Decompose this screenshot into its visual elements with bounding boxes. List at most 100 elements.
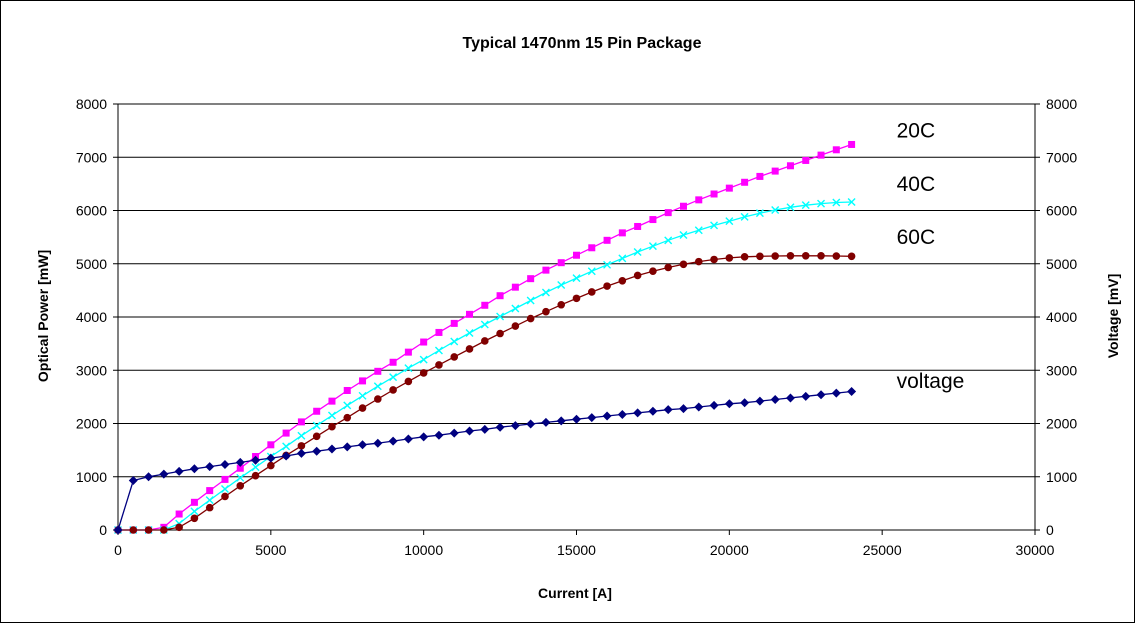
data-point-40C xyxy=(557,281,566,290)
data-point-40C xyxy=(648,242,657,251)
data-point-20C xyxy=(725,184,733,192)
data-point-40C xyxy=(511,304,520,313)
data-point-20C xyxy=(481,301,489,309)
data-point-60C xyxy=(618,276,627,285)
data-point-voltage xyxy=(526,419,536,429)
data-point-20C xyxy=(466,310,474,318)
data-point-20C xyxy=(588,244,596,252)
data-point-20C xyxy=(267,441,275,449)
data-point-voltage xyxy=(633,408,643,418)
y2-tick-label: 2000 xyxy=(1046,416,1077,432)
data-point-60C xyxy=(511,322,520,330)
data-point-20C xyxy=(664,209,672,217)
data-point-voltage xyxy=(113,525,123,535)
data-point-60C xyxy=(190,514,199,523)
data-point-60C xyxy=(465,345,474,353)
data-point-20C xyxy=(496,292,504,300)
data-point-60C xyxy=(664,263,672,272)
data-point-60C xyxy=(328,422,336,431)
data-point-60C xyxy=(786,251,795,260)
data-point-40C xyxy=(327,411,336,420)
data-point-40C xyxy=(465,328,474,337)
data-point-40C xyxy=(297,431,306,440)
data-point-60C xyxy=(587,288,596,296)
data-point-40C xyxy=(343,401,352,410)
data-point-40C xyxy=(434,346,443,355)
data-point-voltage xyxy=(510,421,520,431)
data-point-20C xyxy=(817,151,825,159)
data-point-20C xyxy=(649,216,657,224)
data-point-voltage xyxy=(220,460,230,470)
data-point-40C xyxy=(847,197,856,206)
data-point-60C xyxy=(205,503,214,512)
data-point-60C xyxy=(129,526,138,534)
data-point-20C xyxy=(221,475,229,483)
data-point-voltage xyxy=(847,387,857,397)
data-point-60C xyxy=(343,413,352,422)
y-tick-label: 0 xyxy=(99,522,107,538)
data-point-20C xyxy=(695,196,703,204)
data-point-voltage xyxy=(327,444,337,454)
data-point-40C xyxy=(450,337,459,346)
data-point-60C xyxy=(160,526,168,534)
data-point-voltage xyxy=(694,402,704,412)
y-tick-label: 1000 xyxy=(76,469,107,485)
data-point-20C xyxy=(679,202,687,210)
data-point-60C xyxy=(633,271,642,280)
data-point-voltage xyxy=(785,393,795,403)
series-20C xyxy=(114,140,856,534)
y-tick-label: 5000 xyxy=(76,256,107,272)
data-point-voltage xyxy=(266,453,276,463)
data-point-voltage xyxy=(358,440,368,450)
series-label-40C: 40C xyxy=(897,173,936,196)
data-point-60C xyxy=(435,361,443,369)
data-point-60C xyxy=(694,257,703,266)
data-point-60C xyxy=(374,395,382,403)
data-point-20C xyxy=(297,418,305,426)
gridlines xyxy=(118,103,1035,478)
data-point-40C xyxy=(526,296,535,305)
data-point-voltage xyxy=(617,409,627,419)
y2-tick-label: 5000 xyxy=(1046,256,1077,272)
y2-tick-labels: 0 1000 2000 3000 4000 5000 6000 7000 8000 xyxy=(1046,96,1077,538)
data-point-voltage xyxy=(740,398,750,408)
y2-axis-label: Voltage [mV] xyxy=(1105,274,1121,359)
data-point-60C xyxy=(817,251,825,260)
data-point-20C xyxy=(206,487,214,495)
data-point-20C xyxy=(832,146,840,154)
data-point-20C xyxy=(313,407,321,415)
series-40C xyxy=(114,197,856,534)
data-point-60C xyxy=(603,282,611,290)
y-tick-label: 8000 xyxy=(76,96,107,112)
data-point-20C xyxy=(573,251,580,259)
data-point-40C xyxy=(190,507,199,516)
data-point-40C xyxy=(236,473,245,482)
y2-tick-label: 3000 xyxy=(1046,362,1077,378)
series-label-20C: 20C xyxy=(897,120,936,143)
data-point-40C xyxy=(220,485,229,493)
data-point-60C xyxy=(404,377,413,386)
data-point-40C xyxy=(679,231,688,239)
data-point-voltage xyxy=(205,462,215,472)
x-tick-labels: 0 5000 10000 15000 20000 25000 30000 xyxy=(114,542,1055,558)
data-point-voltage xyxy=(755,396,765,406)
data-point-40C xyxy=(740,212,749,221)
series-group xyxy=(113,140,857,535)
data-point-60C xyxy=(175,523,183,532)
data-point-60C xyxy=(649,267,657,276)
data-point-60C xyxy=(756,252,764,261)
data-point-voltage xyxy=(251,455,261,465)
series-labels: 20C 40C 60C voltage xyxy=(897,120,965,393)
data-point-40C xyxy=(312,421,321,430)
data-point-20C xyxy=(511,283,519,291)
data-point-20C xyxy=(420,338,428,346)
data-point-voltage xyxy=(144,472,154,482)
data-point-20C xyxy=(710,190,718,198)
data-point-40C xyxy=(801,201,810,210)
data-point-40C xyxy=(664,236,673,245)
data-point-60C xyxy=(236,482,245,490)
y-tick-label: 3000 xyxy=(76,362,107,378)
data-point-60C xyxy=(572,294,581,303)
data-point-40C xyxy=(817,199,826,208)
